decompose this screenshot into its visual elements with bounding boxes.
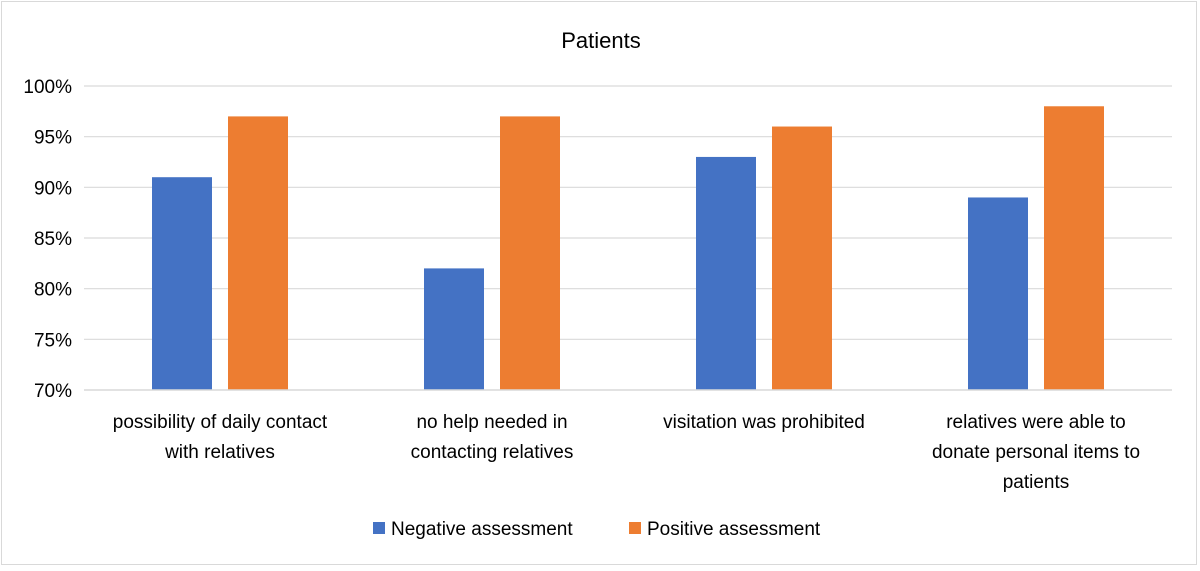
- bar-negative-assessment: [968, 197, 1028, 390]
- y-axis-tick-labels: 70% 75% 80% 85% 90% 95% 100%: [23, 77, 72, 402]
- y-tick-label: 80%: [34, 280, 72, 301]
- y-tick-label: 85%: [34, 229, 72, 250]
- chart-title: Patients: [561, 28, 641, 53]
- y-tick-label: 100%: [23, 77, 72, 98]
- bar-positive-assessment: [772, 126, 832, 391]
- y-tick-label: 90%: [34, 178, 72, 199]
- legend-swatch: [629, 522, 641, 534]
- x-tick-label: possibility of daily contact with relativ…: [113, 412, 328, 463]
- x-tick-label: relatives were able to donate personal it…: [932, 412, 1140, 493]
- x-axis-tick-labels: possibility of daily contact with relativ…: [113, 412, 1140, 493]
- bar-positive-assessment: [228, 116, 288, 391]
- legend-label: Positive assessment: [647, 519, 821, 540]
- bar-positive-assessment: [500, 116, 560, 391]
- bar-negative-assessment: [696, 156, 756, 390]
- y-tick-label: 75%: [34, 330, 72, 351]
- x-tick-label: no help needed in contacting relatives: [411, 412, 574, 463]
- bar-negative-assessment: [424, 268, 484, 390]
- y-tick-label: 70%: [34, 381, 72, 402]
- legend-swatch: [373, 522, 385, 534]
- x-tick-label: visitation was prohibited: [663, 412, 865, 433]
- bar-positive-assessment: [1044, 106, 1104, 391]
- bar-negative-assessment: [152, 177, 212, 390]
- bars: [152, 106, 1104, 391]
- legend: Negative assessment Positive assessment: [373, 519, 821, 540]
- legend-label: Negative assessment: [391, 519, 573, 540]
- y-tick-label: 95%: [34, 128, 72, 149]
